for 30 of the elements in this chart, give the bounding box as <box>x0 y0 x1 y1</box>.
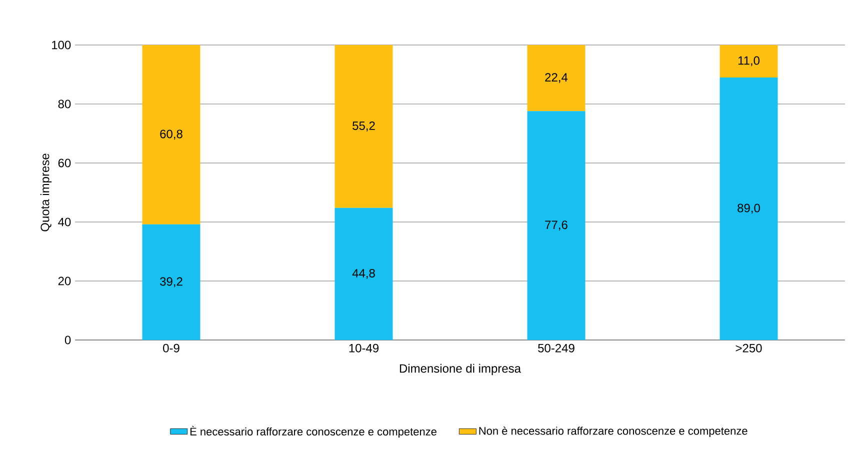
bar <box>720 44 778 78</box>
data-label: 11,0 <box>738 56 760 66</box>
bar <box>334 44 393 208</box>
y-axis-title: Quota imprese <box>40 154 52 232</box>
data-label: 44,8 <box>352 268 375 279</box>
legend-label: È necessario rafforzare conoscenze e competenze <box>190 426 436 438</box>
data-label: 22,4 <box>545 73 568 83</box>
data-label: 39,2 <box>160 277 182 288</box>
x-axis-title: Dimensione di impresa <box>400 364 521 376</box>
y-tick-label: 20 <box>58 276 71 286</box>
x-tick-label: 10-49 <box>349 344 379 352</box>
y-tick-label: 80 <box>58 100 71 108</box>
bar <box>720 77 778 340</box>
y-tick-label: 60 <box>58 158 71 168</box>
y-tick-label: 100 <box>52 40 71 50</box>
bar <box>527 111 586 340</box>
data-label: 60,8 <box>160 130 182 140</box>
bar <box>527 44 586 112</box>
data-label: 77,6 <box>545 220 568 230</box>
data-label: 89,0 <box>738 204 760 214</box>
y-tick-label: 0 <box>64 336 71 344</box>
legend-label: Non è necessario rafforzare conoscenze e competenze <box>479 426 748 437</box>
x-tick-label: 50-249 <box>538 344 574 352</box>
bar <box>334 208 393 340</box>
x-tick-label: 0-9 <box>163 344 180 352</box>
data-label: 55,2 <box>352 121 375 132</box>
x-tick-label: >250 <box>736 344 762 352</box>
bar <box>142 44 200 224</box>
bar <box>142 224 200 340</box>
y-tick-label: 40 <box>58 218 71 226</box>
